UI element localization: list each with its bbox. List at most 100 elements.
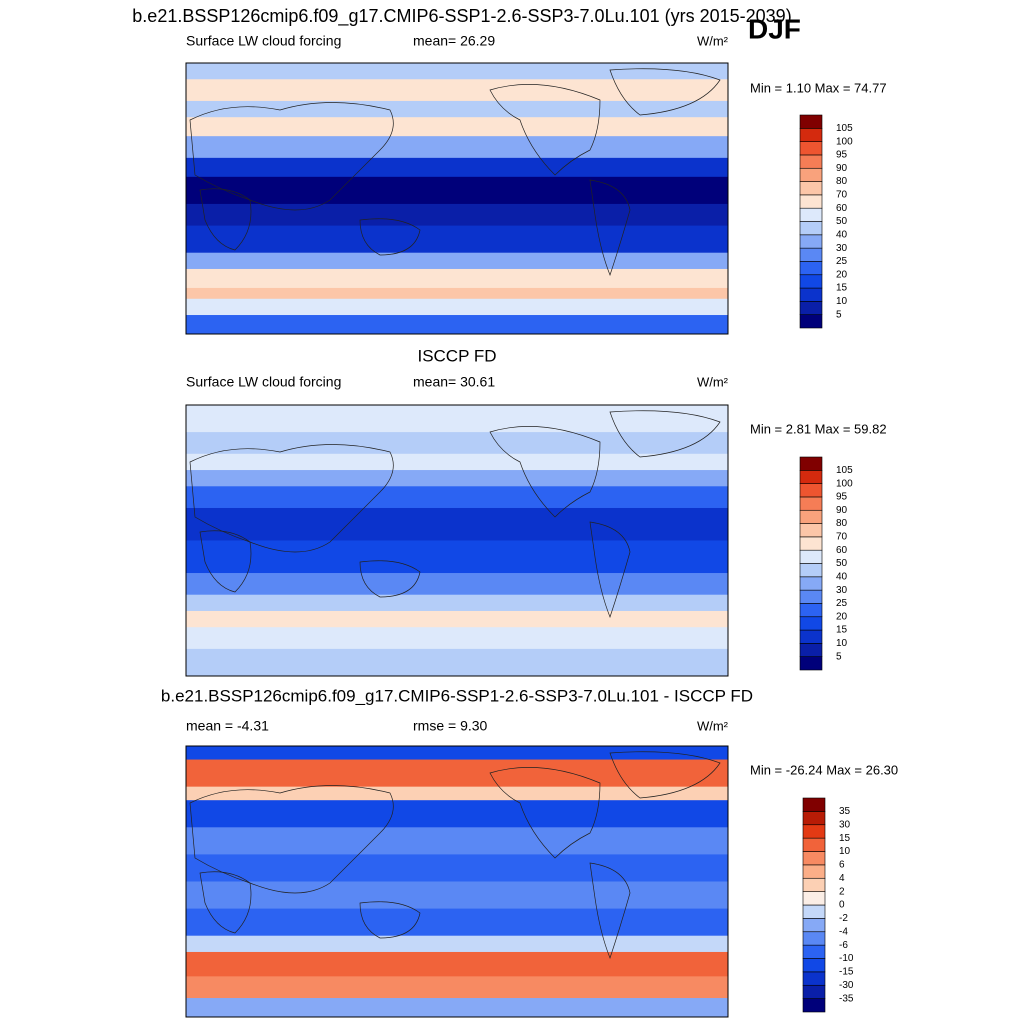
colorbar-label: 10 (839, 846, 851, 857)
colorbar-label: 30 (836, 585, 848, 596)
colorbar-box (802, 851, 826, 866)
left-label: Surface LW cloud forcing (186, 33, 341, 49)
coastline (489, 84, 601, 176)
colorbar-label: 70 (836, 190, 848, 201)
colorbar-label: 70 (836, 532, 848, 543)
colorbar-box (799, 563, 823, 578)
colorbar-label: 60 (836, 545, 848, 556)
map-band (186, 225, 728, 254)
map-band (186, 405, 728, 434)
coastline (359, 901, 421, 939)
colorbar-label: 95 (836, 150, 848, 161)
colorbar-box (799, 470, 823, 484)
colorbar-box (799, 261, 823, 276)
map-band (186, 540, 728, 575)
colorbar-box (802, 998, 826, 1013)
colorbar-label: 35 (839, 806, 851, 817)
map-band (186, 854, 728, 883)
map-band (186, 935, 728, 953)
colorbar-label: 20 (836, 269, 848, 280)
map-band (186, 786, 728, 802)
colorbar-box (802, 891, 826, 906)
map-band (186, 908, 728, 937)
panel-title: ISCCP FD (417, 346, 496, 365)
coastline (589, 521, 631, 619)
colorbar-label: 5 (836, 309, 842, 320)
colorbar-label: 30 (836, 243, 848, 254)
colorbar-label: 80 (836, 176, 848, 187)
colorbar-box (802, 824, 826, 839)
colorbar-label: -10 (839, 953, 854, 964)
colorbar-box (799, 456, 823, 471)
map-band (186, 100, 728, 119)
map-band (186, 800, 728, 829)
colorbar-box (802, 864, 826, 879)
colorbar-label: 100 (836, 478, 853, 489)
map-band (186, 507, 728, 542)
colorbar-box (802, 877, 826, 892)
colorbar-label: 80 (836, 518, 848, 529)
colorbar-label: -30 (839, 980, 854, 991)
colorbar-box (802, 971, 826, 986)
map-band (186, 594, 728, 612)
map-frame (185, 745, 729, 1018)
map-band (186, 315, 728, 334)
colorbar-label: 100 (836, 136, 853, 147)
map-band (186, 252, 728, 270)
colorbar-box (799, 589, 823, 604)
units-label: W/m² (697, 374, 729, 389)
map-band (186, 610, 728, 629)
map-band (186, 268, 728, 289)
coastline (609, 751, 721, 799)
map-band (186, 287, 728, 300)
colorbar-box (799, 496, 823, 511)
colorbar-box (799, 629, 823, 644)
coastline (609, 410, 721, 458)
map-band (186, 453, 728, 472)
colorbar-box (799, 603, 823, 618)
colorbar-label: -4 (839, 926, 848, 937)
colorbar-box (799, 301, 823, 315)
colorbar-box (799, 207, 823, 222)
map-band (186, 627, 728, 650)
coastline (489, 426, 601, 518)
colorbar-label: 40 (836, 571, 848, 582)
colorbar-label: 15 (836, 283, 848, 294)
colorbar-box (802, 984, 826, 999)
colorbar-label: 50 (836, 558, 848, 569)
colorbar-label: 95 (836, 492, 848, 503)
map-band (186, 573, 728, 596)
colorbar-label: 5 (836, 651, 842, 662)
map-frame (185, 404, 729, 677)
figure-title: b.e21.BSSP126cmip6.f09_g17.CMIP6-SSP1-2.… (132, 6, 791, 27)
colorbar-box (799, 643, 823, 657)
colorbar-box (799, 549, 823, 564)
colorbar-label: 0 (839, 900, 845, 911)
min-max-label: Min = -26.24 Max = 26.30 (750, 762, 898, 777)
colorbar-box (799, 154, 823, 169)
colorbar-box (802, 837, 826, 852)
map (186, 63, 728, 334)
colorbar-box (802, 918, 826, 933)
map-band (186, 951, 728, 978)
map-band (186, 998, 728, 1017)
map-band (186, 203, 728, 227)
units-label: W/m² (697, 33, 729, 48)
colorbar-box (799, 234, 823, 249)
colorbar-box (799, 247, 823, 262)
colorbar-label: 25 (836, 256, 848, 267)
colorbar-box (799, 656, 823, 671)
coastline (589, 179, 631, 277)
coastline (199, 188, 252, 251)
colorbar-label: 105 (836, 123, 853, 134)
colorbar-label: 60 (836, 203, 848, 214)
colorbar-box (799, 128, 823, 142)
colorbar-label: 40 (836, 229, 848, 240)
coastline (359, 560, 421, 598)
left-label: Surface LW cloud forcing (186, 374, 341, 390)
map-band (186, 759, 728, 788)
map-band (186, 746, 728, 761)
colorbar-box (802, 797, 826, 812)
min-max-label: Min = 2.81 Max = 59.82 (750, 421, 887, 436)
colorbar-label: 10 (836, 638, 848, 649)
